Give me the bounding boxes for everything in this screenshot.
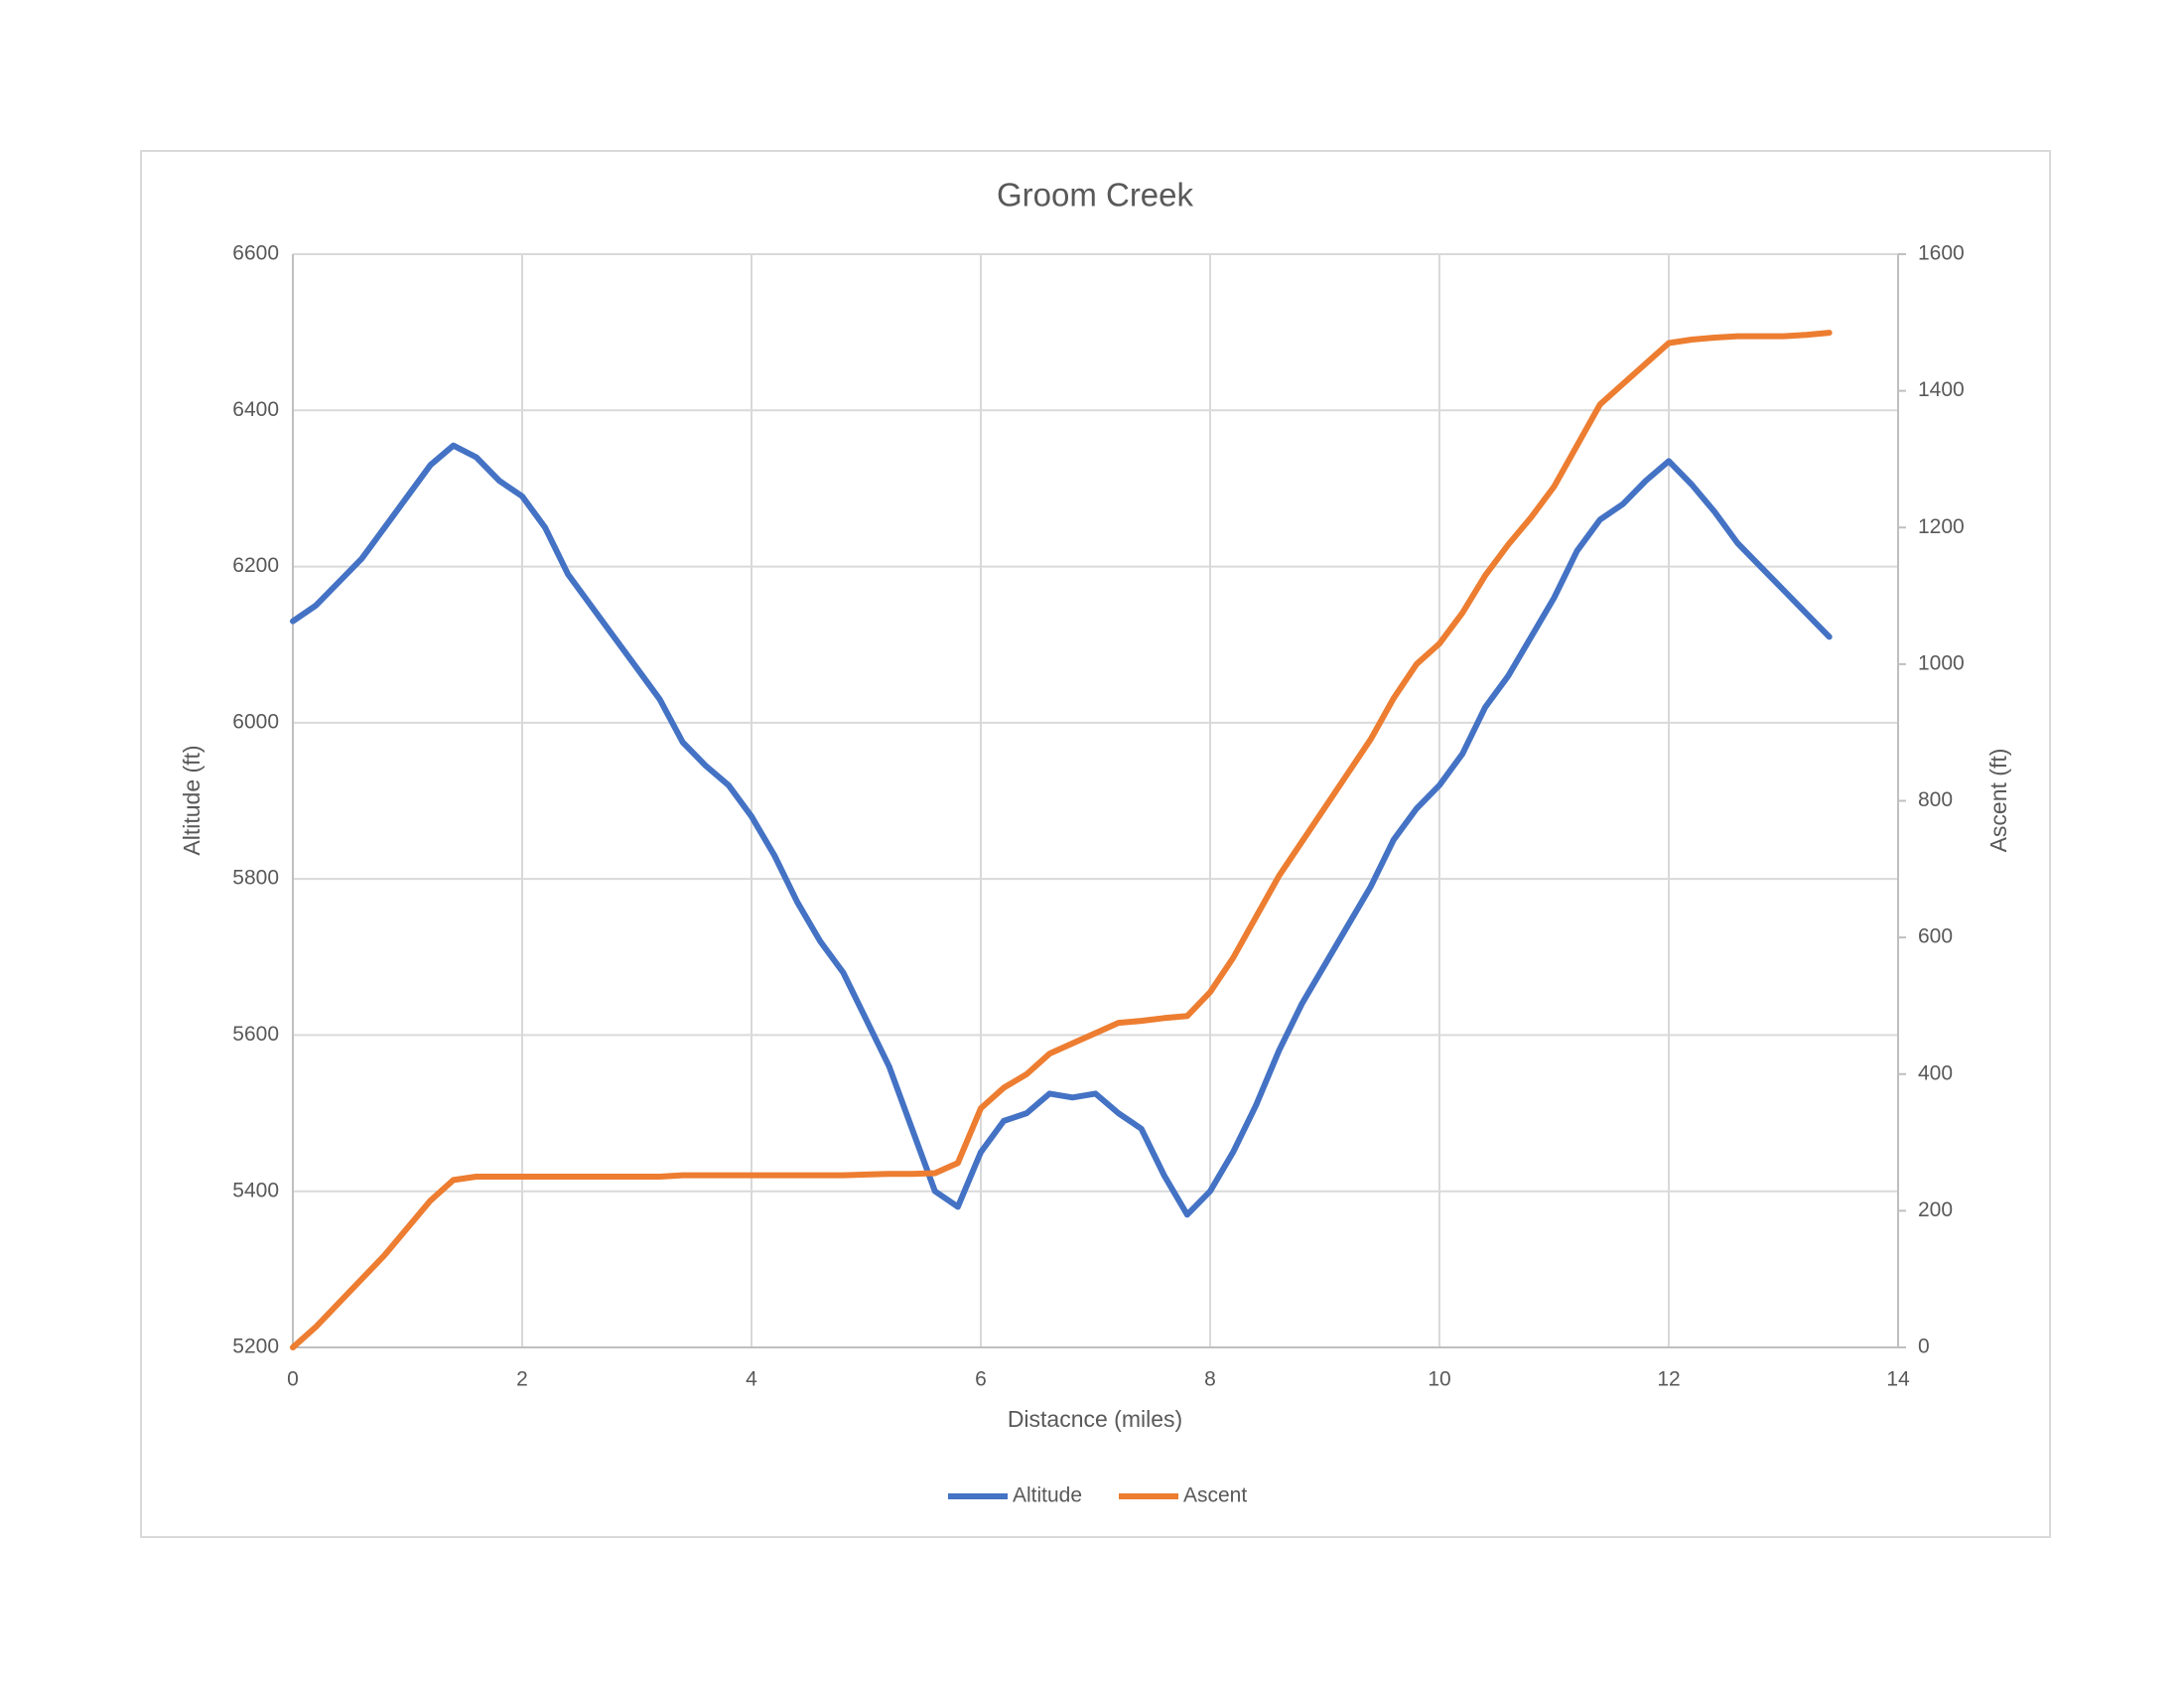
y2-tick-label: 200: [1918, 1198, 1953, 1221]
y-tick-label: 6600: [232, 242, 279, 265]
y2-tick-label: 800: [1918, 788, 1953, 811]
y-tick-label: 5800: [232, 867, 279, 890]
y2-tick-label: 1400: [1918, 378, 1965, 401]
x-tick-label: 8: [1204, 1368, 1216, 1391]
x-tick-label: 0: [287, 1368, 299, 1391]
y2-tick-label: 600: [1918, 925, 1953, 948]
x-tick-label: 2: [516, 1368, 528, 1391]
y-tick-label: 6400: [232, 398, 279, 421]
series-line: [290, 442, 1833, 1218]
series-line: [290, 330, 1833, 1350]
y2-tick-label: 1200: [1918, 515, 1965, 538]
x-tick-label: 4: [746, 1368, 757, 1391]
chart-title: Groom Creek: [997, 177, 1194, 213]
y-tick-label: 6000: [232, 710, 279, 733]
y-tick-label: 6200: [232, 554, 279, 577]
y-tick-label: 5200: [232, 1336, 279, 1358]
y-tick-label: 5600: [232, 1023, 279, 1046]
y-tick-label: 5400: [232, 1179, 279, 1201]
y-axis-label: Altitude (ft): [179, 745, 205, 855]
x-tick-label: 6: [975, 1368, 987, 1391]
x-tick-label: 14: [1886, 1368, 1910, 1391]
y2-axis-label: Ascent (ft): [1985, 749, 2011, 853]
y2-tick-label: 0: [1918, 1336, 1930, 1358]
y2-tick-label: 1600: [1918, 242, 1965, 265]
x-tick-label: 10: [1428, 1368, 1450, 1391]
x-axis-label: Distacnce (miles): [1008, 1406, 1182, 1432]
legend-label: Ascent: [1183, 1484, 1247, 1507]
chart-border: [140, 150, 2051, 1538]
legend-label: Altitude: [1013, 1484, 1082, 1507]
x-tick-label: 12: [1657, 1368, 1680, 1391]
y2-tick-label: 1000: [1918, 651, 1965, 674]
y2-tick-label: 400: [1918, 1061, 1953, 1084]
